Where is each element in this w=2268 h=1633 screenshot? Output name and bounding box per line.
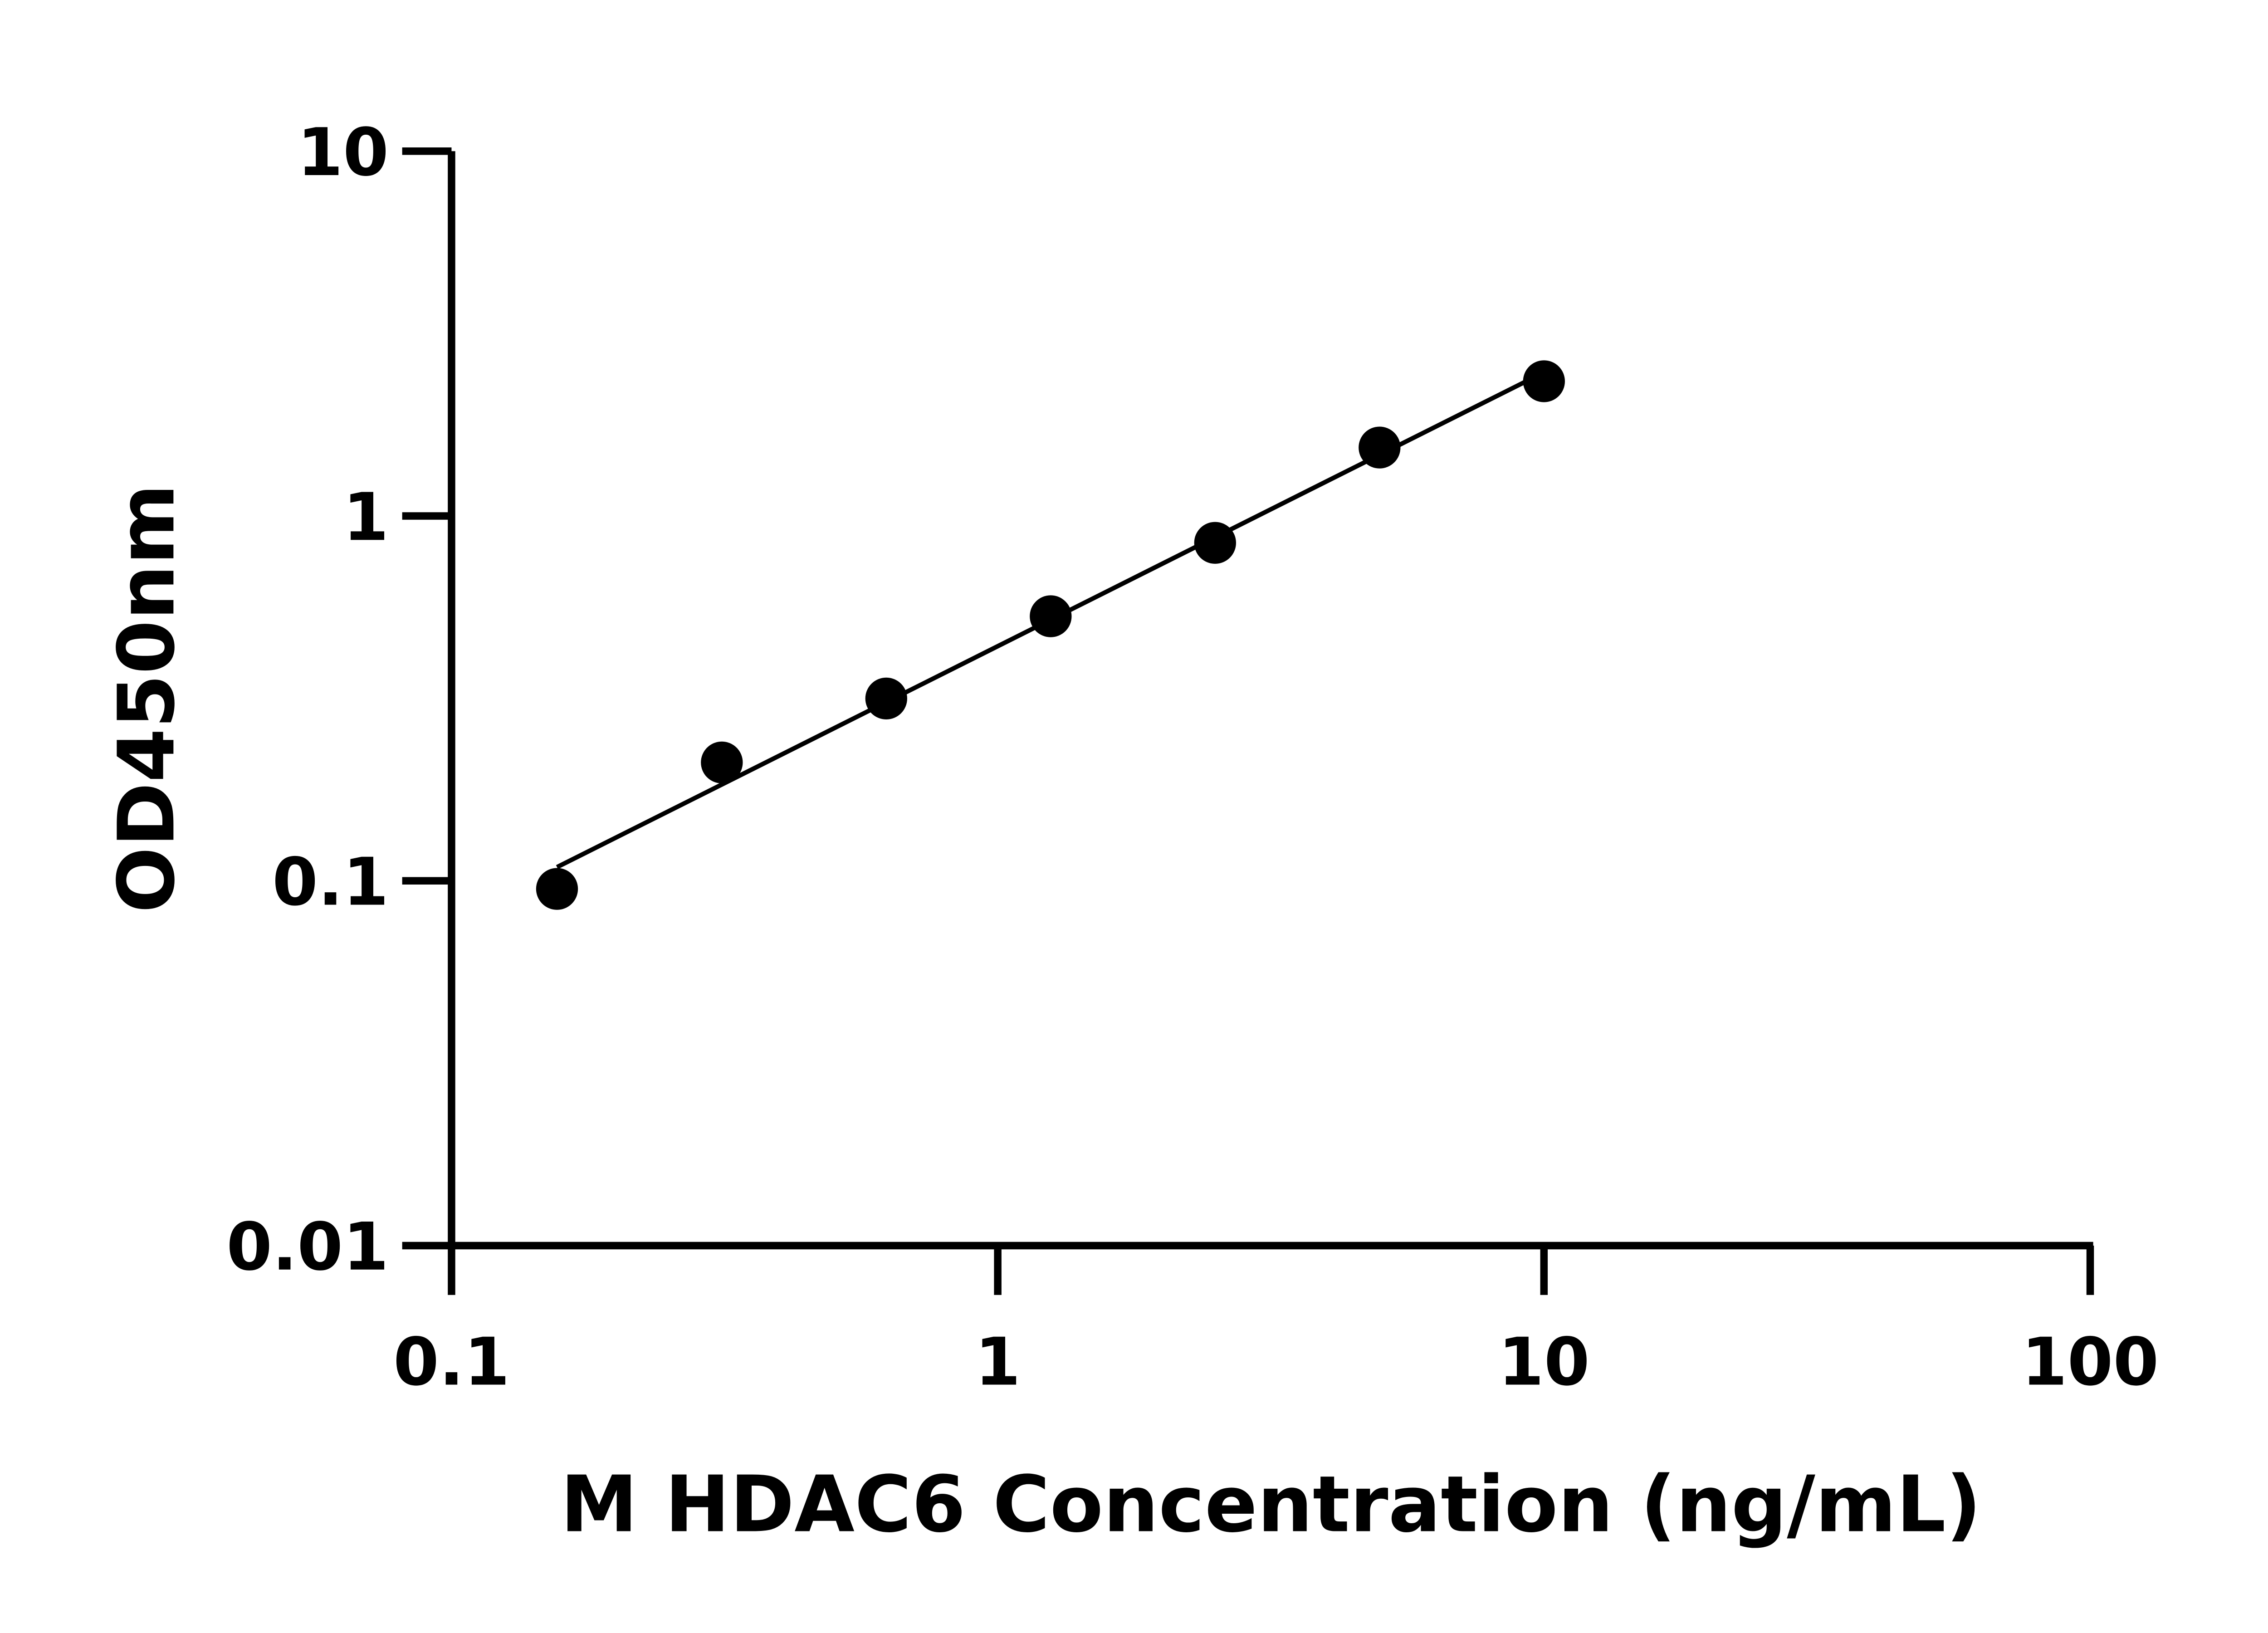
data-point bbox=[865, 677, 907, 720]
y-tick-label: 1 bbox=[343, 479, 389, 556]
data-point bbox=[701, 741, 743, 784]
x-tick-label: 100 bbox=[2022, 1324, 2159, 1401]
x-tick-label: 10 bbox=[1498, 1324, 1590, 1401]
x-axis-label: M HDAC6 Concentration (ng/mL) bbox=[560, 1460, 1981, 1550]
data-point bbox=[1030, 595, 1072, 637]
data-point bbox=[1194, 522, 1236, 564]
y-tick-label: 0.01 bbox=[226, 1209, 389, 1286]
x-tick-label: 1 bbox=[975, 1324, 1021, 1401]
y-tick-label: 10 bbox=[297, 114, 389, 191]
y-axis-label: OD450nm bbox=[102, 484, 192, 913]
x-tick-label: 0.1 bbox=[393, 1324, 510, 1401]
data-point bbox=[536, 868, 578, 910]
data-point bbox=[1359, 426, 1401, 469]
y-tick-label: 0.1 bbox=[272, 844, 389, 920]
data-point bbox=[1523, 360, 1565, 402]
data-points bbox=[536, 360, 1565, 910]
